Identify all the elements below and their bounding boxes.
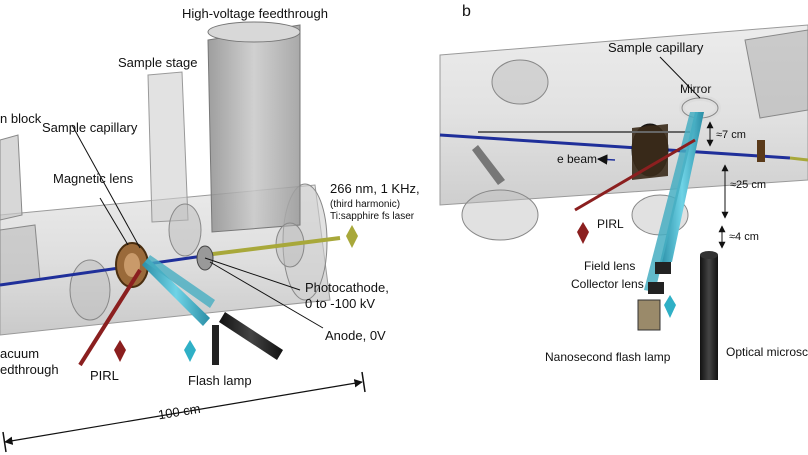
label-scale: 100 cm — [157, 401, 201, 422]
panel-b-letter: b — [462, 3, 471, 20]
uv-laser-beam — [204, 236, 341, 257]
label-vacuum-1: acuum — [0, 346, 39, 361]
label-laser-3: Ti:sapphire fs laser — [330, 211, 415, 222]
hv-feedthrough-cylinder — [207, 24, 301, 233]
label-vacuum-2: edthrough — [0, 362, 59, 377]
label-hv-feedthrough: High-voltage feedthrough — [182, 6, 328, 21]
flange-ring — [461, 189, 539, 241]
label-optical-microscope: Optical microsco — [726, 345, 808, 359]
label-sample-capillary-a: Sample capillary — [42, 120, 138, 135]
panel-a: High-voltage feedthrough Sample stage n … — [0, 6, 420, 453]
label-block: n block — [0, 111, 42, 126]
capillary-rod — [472, 145, 505, 185]
label-collector-lens: Collector lens — [571, 277, 644, 291]
electron-beam-b — [439, 133, 791, 160]
label-dist-7: ≈7 cm — [716, 129, 746, 141]
flange-ring — [491, 59, 549, 105]
label-pirl-b: PIRL — [597, 217, 624, 231]
pirl-diamond-icon — [114, 340, 126, 362]
label-sample-capillary-b: Sample capillary — [608, 40, 704, 55]
label-photocathode-1: Photocathode, — [305, 280, 389, 295]
collector-lens — [648, 282, 664, 294]
optical-microscope — [700, 255, 718, 380]
pirl-beam-a — [78, 268, 142, 367]
flash-light-beam — [142, 258, 210, 326]
label-sample-stage: Sample stage — [118, 55, 198, 70]
label-mirror: Mirror — [680, 82, 711, 96]
label-pirl-a: PIRL — [90, 368, 119, 383]
label-laser-1: 266 nm, 1 KHz, — [330, 181, 420, 196]
label-laser-2: (third harmonic) — [330, 199, 400, 210]
left-block — [0, 134, 23, 221]
label-anode: Anode, 0V — [325, 328, 386, 343]
panel-b: b — [439, 3, 808, 380]
label-photocathode-2: 0 to -100 kV — [305, 296, 375, 311]
label-dist-4: ≈4 cm — [729, 231, 759, 243]
electron-beam-a — [0, 253, 211, 287]
label-field-lens: Field lens — [584, 259, 635, 273]
scale-bar — [4, 379, 363, 445]
flash-lamp-b — [637, 299, 661, 331]
sample-stage-column — [147, 71, 189, 223]
flash-lamp-body — [219, 312, 283, 360]
flash-diamond-icon — [664, 295, 676, 318]
label-dist-25: ≈25 cm — [730, 179, 766, 191]
laser-diamond-icon — [346, 225, 358, 248]
flange-ring — [168, 203, 202, 257]
flash-diamond-icon — [184, 340, 196, 362]
pirl-diamond-icon — [577, 222, 589, 244]
label-e-beam: e beam — [557, 152, 597, 166]
pirl-beam-b — [574, 138, 696, 212]
label-nanosecond-lamp: Nanosecond flash lamp — [545, 350, 671, 364]
label-flash-lamp: Flash lamp — [188, 373, 252, 388]
label-magnetic-lens: Magnetic lens — [53, 171, 134, 186]
field-lens — [655, 262, 671, 274]
